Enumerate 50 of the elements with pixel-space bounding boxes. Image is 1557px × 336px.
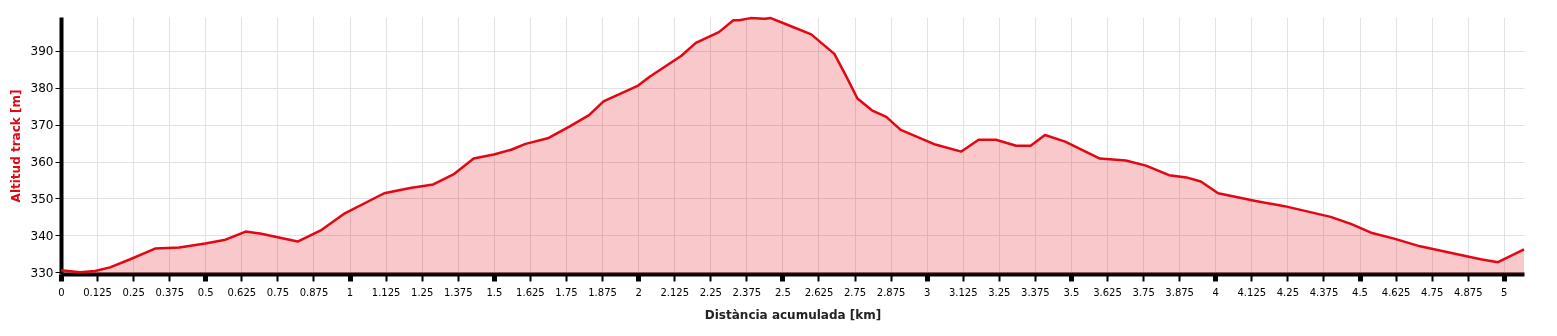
x-tick-label: 3.375 — [1021, 286, 1050, 298]
x-tick-label: 1 — [346, 286, 354, 298]
x-tick-label: 2.375 — [732, 286, 762, 298]
x-tick-label: 1.125 — [371, 286, 401, 298]
x-tick-label: 3.875 — [1165, 286, 1194, 298]
x-tick-label: 2.25 — [699, 286, 722, 298]
y-axis-title: Altitud track [m] — [8, 89, 23, 203]
x-tick-label: 0.25 — [122, 286, 145, 298]
x-tick-label: 2.5 — [774, 286, 791, 298]
x-tick-label: 0.125 — [83, 286, 112, 298]
x-tick-label: 2.875 — [876, 286, 906, 298]
y-tick-label: 330 — [30, 265, 54, 280]
x-tick-label: 4.875 — [1453, 286, 1483, 298]
x-tick-label: 3.625 — [1093, 286, 1122, 298]
x-tick-label: 0.875 — [299, 286, 329, 298]
x-tick-label: 3 — [923, 286, 931, 298]
x-tick-label: 2 — [635, 286, 642, 298]
x-tick-label: 1.5 — [486, 286, 503, 298]
y-tick-label: 340 — [30, 228, 54, 243]
x-tick-label: 1.75 — [555, 286, 578, 298]
x-tick-label: 4.625 — [1381, 286, 1411, 298]
x-tick-label: 1.625 — [516, 286, 545, 298]
y-tick-label: 350 — [30, 191, 54, 206]
x-axis-title: Distància acumulada [km] — [704, 307, 882, 322]
x-tick-label: 0.75 — [266, 286, 290, 298]
x-tick-label: 4.5 — [1352, 286, 1368, 298]
x-tick-label: 4.25 — [1276, 286, 1300, 298]
x-tick-label: 3.125 — [948, 286, 978, 298]
y-tick-label: 380 — [30, 81, 54, 96]
x-tick-label: 0.375 — [155, 286, 185, 298]
x-tick-label: 0.625 — [227, 286, 257, 298]
x-tick-label: 4 — [1212, 286, 1219, 298]
x-tick-label: 2.125 — [660, 286, 690, 298]
x-tick-label: 4.125 — [1237, 286, 1267, 298]
x-tick-label: 3.75 — [1132, 286, 1155, 298]
x-tick-label: 2.75 — [843, 286, 867, 298]
x-tick-label: 1.375 — [443, 286, 473, 298]
x-tick-label: 0.5 — [197, 286, 214, 298]
x-tick-label: 5 — [1501, 286, 1508, 298]
y-tick-label: 370 — [30, 118, 54, 133]
y-tick-label: 390 — [30, 44, 54, 59]
x-tick-label: 1.25 — [411, 286, 434, 298]
x-tick-label: 3.5 — [1063, 286, 1080, 298]
x-tick-label: 1.875 — [588, 286, 617, 298]
y-tick-label: 360 — [30, 155, 54, 170]
x-tick-label: 3.25 — [988, 286, 1011, 298]
x-tick-label: 0 — [58, 286, 65, 298]
x-tick-label: 4.375 — [1309, 286, 1339, 298]
x-tick-label: 2.625 — [804, 286, 834, 298]
x-tick-label: 4.75 — [1421, 286, 1444, 298]
